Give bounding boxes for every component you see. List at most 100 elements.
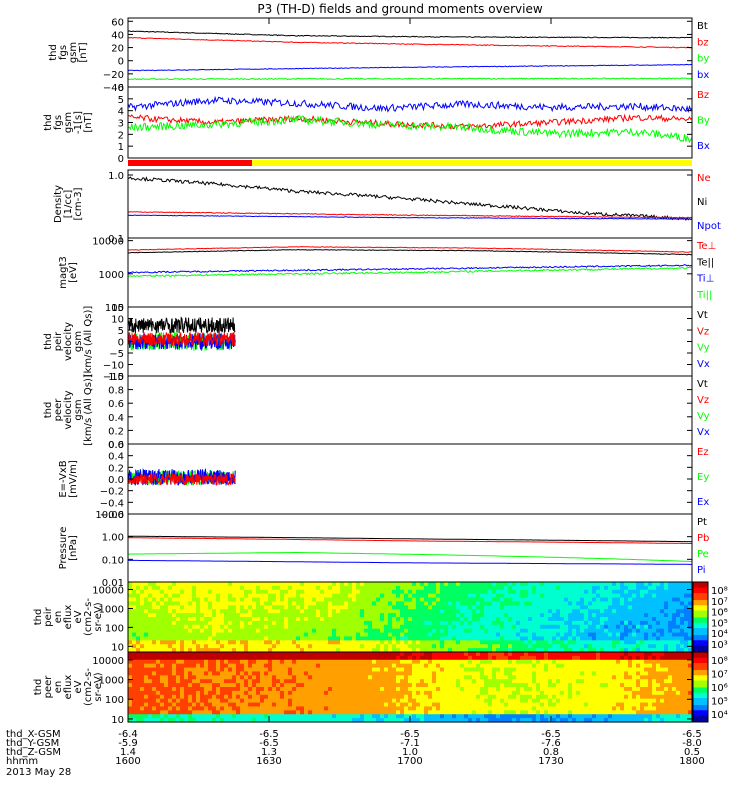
heatmap-cell — [536, 605, 541, 609]
heatmap-cell — [260, 621, 265, 625]
heatmap-cell — [196, 714, 201, 718]
heatmap-cell — [264, 668, 269, 672]
heatmap-cell — [480, 644, 485, 648]
heatmap-cell — [304, 652, 309, 656]
heatmap-cell — [404, 683, 409, 687]
heatmap-cell — [588, 679, 593, 683]
heatmap-cell — [284, 695, 289, 699]
heatmap-cell — [428, 703, 433, 707]
heatmap-cell — [400, 582, 405, 586]
heatmap-cell — [484, 594, 489, 598]
heatmap-cell — [160, 629, 165, 633]
heatmap-cell — [172, 710, 177, 714]
heatmap-cell — [652, 613, 657, 617]
heatmap-cell — [384, 706, 389, 710]
heatmap-cell — [292, 601, 297, 605]
heatmap-cell — [292, 613, 297, 617]
heatmap-cell — [476, 644, 481, 648]
heatmap-cell — [556, 699, 561, 703]
heatmap-cell — [512, 710, 517, 714]
heatmap-cell — [180, 668, 185, 672]
heatmap-cell — [472, 636, 477, 640]
heatmap-cell — [400, 629, 405, 633]
heatmap-cell — [152, 613, 157, 617]
heatmap-cell — [496, 625, 501, 629]
heatmap-cell — [132, 660, 137, 664]
heatmap-cell — [532, 633, 537, 637]
heatmap-cell — [640, 613, 645, 617]
heatmap-cell — [212, 668, 217, 672]
heatmap-cell — [380, 668, 385, 672]
heatmap-cell — [504, 660, 509, 664]
legend-entry: Vy — [697, 343, 710, 354]
heatmap-cell — [596, 656, 601, 660]
heatmap-cell — [404, 660, 409, 664]
heatmap-cell — [228, 609, 233, 613]
heatmap-cell — [340, 683, 345, 687]
heatmap-cell — [576, 656, 581, 660]
heatmap-cell — [148, 636, 153, 640]
heatmap-cell — [388, 664, 393, 668]
heatmap-cell — [148, 640, 153, 644]
heatmap-cell — [556, 706, 561, 710]
heatmap-cell — [308, 668, 313, 672]
heatmap-cell — [200, 605, 205, 609]
heatmap-cell — [400, 703, 405, 707]
heatmap-cell — [392, 598, 397, 602]
heatmap-cell — [272, 586, 277, 590]
heatmap-cell — [336, 671, 341, 675]
heatmap-cell — [152, 601, 157, 605]
heatmap-cell — [168, 598, 173, 602]
heatmap-cell — [320, 625, 325, 629]
heatmap-cell — [356, 613, 361, 617]
heatmap-cell — [196, 671, 201, 675]
heatmap-cell — [592, 582, 597, 586]
heatmap-cell — [380, 644, 385, 648]
heatmap-cell — [552, 703, 557, 707]
heatmap-cell — [236, 625, 241, 629]
heatmap-cell — [548, 691, 553, 695]
heatmap-cell — [176, 590, 181, 594]
heatmap-cell — [148, 683, 153, 687]
heatmap-cell — [428, 613, 433, 617]
series-line-bz — [128, 38, 692, 48]
heatmap-cell — [632, 582, 637, 586]
heatmap-cell — [596, 644, 601, 648]
heatmap-cell — [592, 609, 597, 613]
heatmap-cell — [172, 687, 177, 691]
heatmap-cell — [520, 710, 525, 714]
heatmap-cell — [232, 598, 237, 602]
heatmap-cell — [168, 683, 173, 687]
heatmap-cell — [200, 590, 205, 594]
heatmap-cell — [160, 706, 165, 710]
heatmap-cell — [172, 633, 177, 637]
heatmap-cell — [200, 594, 205, 598]
heatmap-cell — [176, 675, 181, 679]
heatmap-cell — [148, 609, 153, 613]
heatmap-cell — [648, 586, 653, 590]
heatmap-cell — [216, 656, 221, 660]
heatmap-cell — [540, 640, 545, 644]
heatmap-cell — [452, 633, 457, 637]
heatmap-cell — [388, 703, 393, 707]
heatmap-cell — [508, 582, 513, 586]
heatmap-cell — [304, 683, 309, 687]
heatmap-cell — [436, 683, 441, 687]
heatmap-cell — [400, 633, 405, 637]
heatmap-cell — [360, 703, 365, 707]
heatmap-cell — [148, 679, 153, 683]
heatmap-cell — [440, 636, 445, 640]
heatmap-cell — [404, 636, 409, 640]
heatmap-cell — [412, 675, 417, 679]
y-tick-label: 6 — [118, 83, 124, 94]
heatmap-cell — [168, 695, 173, 699]
heatmap-cell — [464, 582, 469, 586]
heatmap-cell — [372, 598, 377, 602]
heatmap-cell — [656, 586, 661, 590]
heatmap-cell — [480, 664, 485, 668]
heatmap-cell — [600, 640, 605, 644]
heatmap-cell — [168, 699, 173, 703]
heatmap-cell — [680, 613, 685, 617]
heatmap-cell — [500, 586, 505, 590]
heatmap-cell — [184, 605, 189, 609]
